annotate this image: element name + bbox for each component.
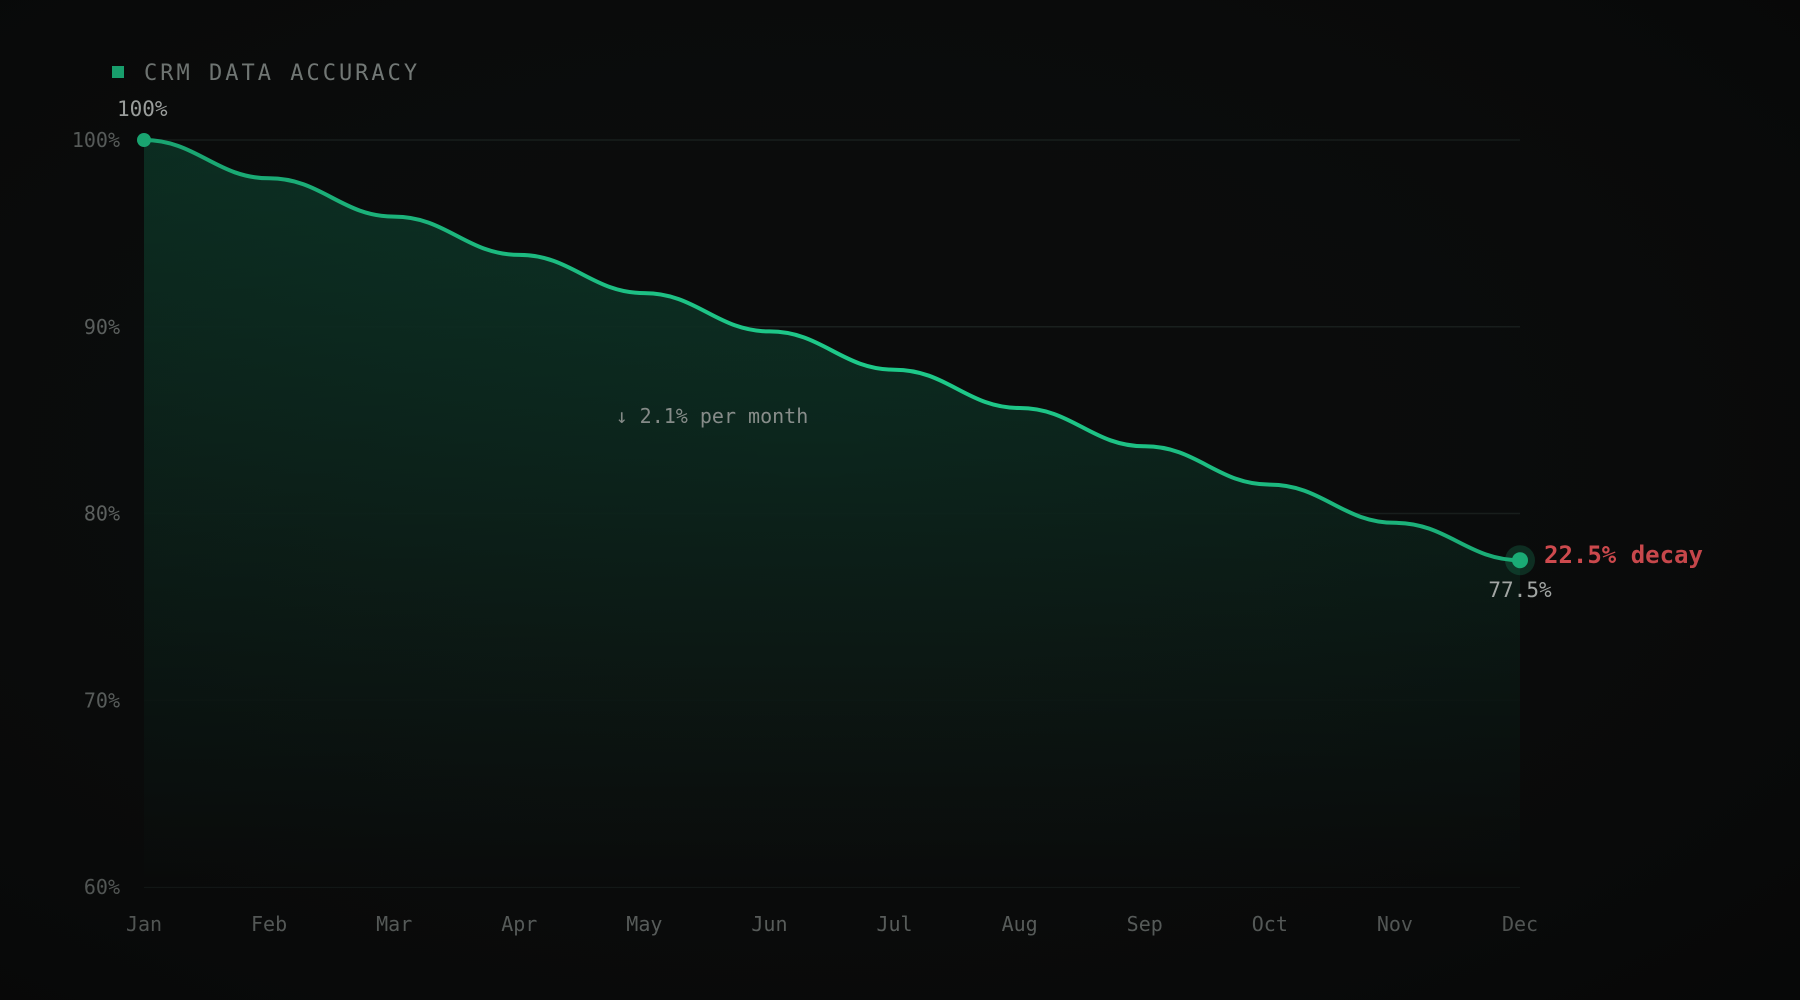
x-tick-label: Oct — [1252, 912, 1288, 936]
end-point — [1512, 552, 1528, 569]
x-tick-label: Mar — [376, 912, 412, 936]
legend-swatch — [112, 66, 124, 78]
x-tick-label: Nov — [1377, 912, 1413, 936]
y-tick-label: 90% — [84, 315, 120, 339]
x-tick-label: Dec — [1502, 912, 1538, 936]
x-tick-label: Jun — [751, 912, 787, 936]
y-tick-label: 70% — [84, 688, 120, 712]
decay-label: 22.5% decay — [1544, 541, 1703, 569]
x-tick-label: Sep — [1127, 912, 1163, 936]
x-tick-label: May — [626, 912, 662, 936]
x-tick-label: Feb — [251, 912, 287, 936]
x-axis-ticks: Jan Feb Mar Apr May Jun Jul Aug Sep Oct Nov Dec — [126, 912, 1538, 936]
end-value-label: 77.5% — [1488, 578, 1552, 602]
x-tick-label: Aug — [1002, 912, 1038, 936]
x-tick-label: Jan — [126, 912, 162, 936]
x-tick-label: Jul — [876, 912, 912, 936]
start-point — [137, 133, 151, 147]
start-value-label: 100% — [117, 97, 168, 121]
y-tick-label: 80% — [84, 502, 120, 526]
chart-legend: CRM DATA ACCURACY — [112, 61, 420, 86]
rate-annotation: ↓ 2.1% per month — [616, 404, 809, 428]
y-tick-label: 60% — [84, 875, 120, 899]
x-tick-label: Apr — [501, 912, 537, 936]
accuracy-area — [144, 140, 1520, 887]
y-tick-label: 100% — [72, 128, 120, 152]
chart-title: CRM DATA ACCURACY — [144, 61, 420, 86]
y-axis-ticks: 60% 70% 80% 90% 100% — [72, 128, 120, 899]
